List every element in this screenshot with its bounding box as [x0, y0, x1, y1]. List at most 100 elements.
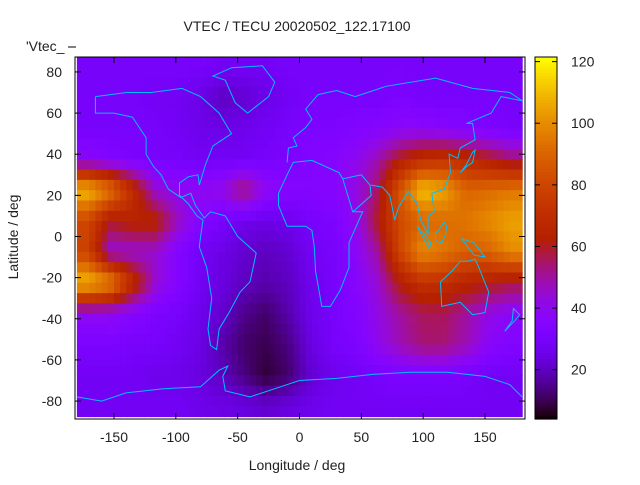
- heatmap-cell: [417, 293, 424, 304]
- heatmap-cell: [509, 375, 517, 387]
- heatmap-cell: [83, 97, 90, 109]
- heatmap-cell: [225, 200, 233, 212]
- heatmap-cell: [460, 293, 468, 304]
- heatmap-cell: [169, 272, 177, 284]
- heatmap-cell: [447, 231, 455, 243]
- heatmap-cell: [299, 293, 307, 304]
- heatmap-cell: [120, 149, 127, 160]
- heatmap-cell: [114, 262, 121, 274]
- heatmap-cell: [107, 334, 115, 346]
- heatmap-cell: [318, 385, 325, 397]
- heatmap-cell: [89, 77, 97, 88]
- heatmap-cell: [509, 210, 517, 222]
- heatmap-cell: [386, 406, 393, 418]
- heatmap-cell: [342, 251, 350, 263]
- heatmap-cell: [441, 128, 449, 140]
- heatmap-cell: [138, 272, 146, 284]
- heatmap-cell: [324, 77, 331, 88]
- heatmap-cell: [466, 323, 474, 335]
- heatmap-cell: [435, 56, 443, 68]
- heatmap-cell: [472, 87, 480, 99]
- heatmap-cell: [206, 77, 214, 88]
- heatmap-cell: [509, 241, 517, 253]
- heatmap-cell: [342, 395, 350, 407]
- heatmap-cell: [95, 128, 103, 140]
- heatmap-cell: [250, 251, 257, 263]
- heatmap-cell: [515, 221, 523, 232]
- heatmap-cell: [157, 251, 165, 263]
- heatmap-cell: [429, 200, 437, 212]
- heatmap-cell: [472, 344, 480, 356]
- heatmap-cell: [225, 97, 233, 109]
- heatmap-cell: [157, 313, 165, 325]
- heatmap-cell: [429, 97, 437, 109]
- heatmap-cell: [274, 313, 282, 325]
- heatmap-cell: [515, 375, 523, 387]
- heatmap-cell: [89, 323, 97, 335]
- colorbar-segment: [535, 144, 557, 149]
- colorbar-segment: [535, 379, 557, 384]
- heatmap-cell: [379, 262, 387, 274]
- heatmap-cell: [274, 375, 282, 387]
- heatmap-cell: [497, 77, 505, 88]
- heatmap-cell: [101, 221, 109, 232]
- heatmap-cell: [398, 87, 406, 99]
- heatmap-cell: [466, 179, 474, 191]
- heatmap-cell: [342, 159, 350, 171]
- heatmap-cell: [386, 354, 393, 366]
- heatmap-cell: [485, 334, 492, 346]
- heatmap-cell: [169, 87, 177, 99]
- heatmap-cell: [114, 293, 121, 304]
- heatmap-cell: [256, 179, 263, 191]
- heatmap-cell: [355, 334, 362, 346]
- heatmap-cell: [342, 323, 350, 335]
- heatmap-cell: [342, 334, 350, 346]
- heatmap-cell: [410, 303, 418, 315]
- heatmap-cell: [404, 354, 412, 366]
- colorbar-segment: [535, 268, 557, 272]
- heatmap-cell: [349, 128, 356, 140]
- heatmap-cell: [132, 179, 140, 191]
- heatmap-cell: [175, 282, 183, 294]
- heatmap-cell: [274, 66, 282, 78]
- heatmap-cell: [268, 406, 276, 418]
- heatmap-cell: [225, 241, 233, 253]
- heatmap-cell: [361, 66, 369, 78]
- heatmap-cell: [219, 149, 226, 160]
- heatmap-cell: [293, 179, 301, 191]
- colorbar-segment: [535, 153, 557, 158]
- heatmap-cell: [89, 231, 97, 243]
- heatmap-cell: [478, 293, 486, 304]
- colorbar-segment: [535, 123, 557, 127]
- heatmap-cell: [237, 231, 245, 243]
- heatmap-cell: [212, 365, 220, 376]
- heatmap-cell: [114, 354, 121, 366]
- heatmap-cell: [188, 97, 195, 109]
- heatmap-cell: [435, 231, 443, 243]
- heatmap-cell: [299, 313, 307, 325]
- heatmap-cell: [268, 241, 276, 253]
- heatmap-cell: [95, 231, 103, 243]
- heatmap-cell: [212, 231, 220, 243]
- heatmap-cell: [373, 385, 381, 397]
- heatmap-cell: [83, 66, 90, 78]
- heatmap-cell: [262, 169, 270, 181]
- heatmap-cell: [361, 200, 369, 212]
- heatmap-cell: [144, 149, 152, 160]
- heatmap-cell: [299, 66, 307, 78]
- heatmap-cell: [182, 251, 189, 263]
- heatmap-cell: [429, 344, 437, 356]
- heatmap-cell: [503, 107, 511, 119]
- heatmap-cell: [311, 77, 319, 88]
- heatmap-cell: [386, 241, 393, 253]
- heatmap-cell: [398, 406, 406, 418]
- heatmap-cell: [435, 149, 443, 160]
- heatmap-cell: [120, 77, 127, 88]
- heatmap-cell: [274, 344, 282, 356]
- y-tick-label: -20: [42, 270, 62, 286]
- heatmap-cell: [212, 272, 220, 284]
- heatmap-cell: [429, 210, 437, 222]
- heatmap-cell: [398, 272, 406, 284]
- heatmap-cell: [293, 200, 301, 212]
